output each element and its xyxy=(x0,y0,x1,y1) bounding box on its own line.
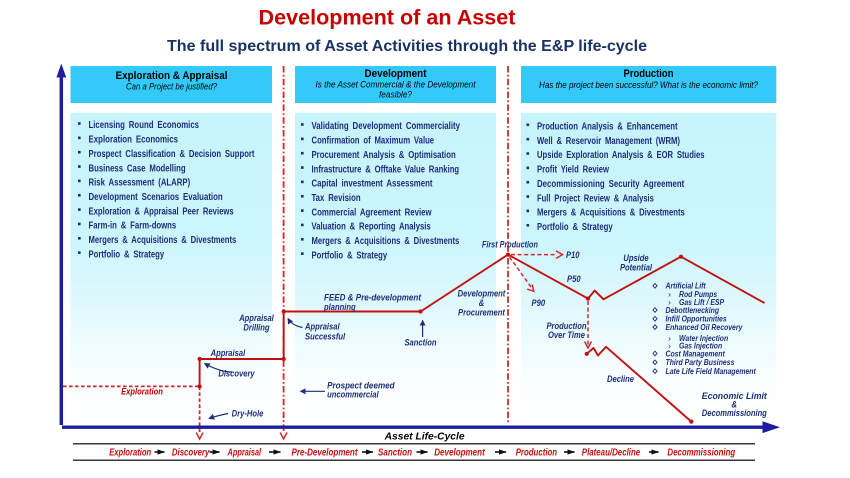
svg-text:Sanction: Sanction xyxy=(404,338,436,349)
svg-text:Licensing Round Economics: Licensing Round Economics xyxy=(89,120,200,131)
svg-text:Production Analysis & Enhancem: Production Analysis & Enhancement xyxy=(537,122,678,133)
svg-text:Mergers & Acquisitions & Dives: Mergers & Acquisitions & Divestments xyxy=(89,235,237,246)
svg-text:Potential: Potential xyxy=(620,263,652,274)
svg-text:Exploration Economics: Exploration Economics xyxy=(89,135,179,146)
svg-text:First Production: First Production xyxy=(482,240,538,251)
svg-text:Artificial Lift: Artificial Lift xyxy=(665,282,706,291)
svg-text:Appraisal: Appraisal xyxy=(227,447,261,458)
svg-text:Decommissioning: Decommissioning xyxy=(702,408,767,419)
svg-text:Appraisal: Appraisal xyxy=(238,313,274,324)
svg-text:Well & Reservoir Management (W: Well & Reservoir Management (WRM) xyxy=(537,136,680,147)
svg-text:Asset Life-Cycle: Asset Life-Cycle xyxy=(384,431,465,442)
svg-text:Procurement Analysis & Optimis: Procurement Analysis & Optimisation xyxy=(312,150,456,161)
svg-text:Confirmation of Maximum Value: Confirmation of Maximum Value xyxy=(312,136,435,147)
svg-text:Can a Project be justified?: Can a Project be justified? xyxy=(126,82,218,93)
svg-text:Commercial Agreement Review: Commercial Agreement Review xyxy=(312,207,432,218)
svg-text:feasible?: feasible? xyxy=(379,90,413,101)
svg-text:Debottlenecking: Debottlenecking xyxy=(666,306,720,315)
svg-text:Third Party Business: Third Party Business xyxy=(666,358,735,367)
svg-text:Plateau/Decline: Plateau/Decline xyxy=(582,447,641,458)
svg-text:›: › xyxy=(668,290,671,299)
svg-text:Development Scenarios Evaluati: Development Scenarios Evaluation xyxy=(89,192,223,203)
svg-text:Profit Yield Review: Profit Yield Review xyxy=(537,165,609,176)
svg-text:Decline: Decline xyxy=(607,374,635,385)
svg-text:Development: Development xyxy=(458,289,506,300)
svg-text:›: › xyxy=(668,334,671,343)
svg-text:›: › xyxy=(668,298,671,307)
svg-text:Gas Lift / ESP: Gas Lift / ESP xyxy=(679,298,725,307)
svg-text:planning: planning xyxy=(323,302,356,313)
svg-text:Validating Development Commerc: Validating Development Commerciality xyxy=(312,121,461,132)
svg-text:Dry-Hole: Dry-Hole xyxy=(232,409,264,420)
svg-text:Has the project been successfu: Has the project been successful? What is… xyxy=(539,80,759,91)
svg-text:Prospect Classification & Deci: Prospect Classification & Decision Suppo… xyxy=(89,149,256,160)
svg-text:Water Injection: Water Injection xyxy=(679,334,728,343)
svg-text:Capital investment Assessment: Capital investment Assessment xyxy=(312,179,434,190)
svg-text:Sanction: Sanction xyxy=(378,447,412,458)
svg-text:Successful: Successful xyxy=(305,331,345,342)
svg-text:Production: Production xyxy=(624,68,674,80)
svg-text:Valuation & Reporting Analysis: Valuation & Reporting Analysis xyxy=(312,222,432,233)
svg-text:Gas Injection: Gas Injection xyxy=(679,342,722,351)
svg-text:Mergers & Acquisitions & Dives: Mergers & Acquisitions & Divestments xyxy=(537,208,685,219)
svg-text:Risk Assessment (ALARP): Risk Assessment (ALARP) xyxy=(89,178,191,189)
svg-text:Exploration: Exploration xyxy=(109,447,151,458)
svg-text:Procurement: Procurement xyxy=(458,308,506,319)
svg-text:Tax Revision: Tax Revision xyxy=(312,193,361,204)
svg-text:Development: Development xyxy=(434,447,485,458)
svg-text:P50: P50 xyxy=(567,274,581,285)
svg-text:Farm-in & Farm-downs: Farm-in & Farm-downs xyxy=(89,221,177,232)
svg-text:Mergers & Acquisitions & Dives: Mergers & Acquisitions & Divestments xyxy=(312,236,460,247)
svg-text:Production: Production xyxy=(546,321,586,332)
svg-text:Upside: Upside xyxy=(623,253,649,264)
svg-text:Decommissioning Security Agree: Decommissioning Security Agreement xyxy=(537,179,685,190)
svg-text:Late Life Field Management: Late Life Field Management xyxy=(666,367,757,376)
svg-text:Prospect deemed: Prospect deemed xyxy=(327,380,395,391)
svg-text:Upside Exploration Analysis &: Upside Exploration Analysis & EOR Studie… xyxy=(537,150,705,161)
svg-text:Development of an Asset: Development of an Asset xyxy=(259,7,516,30)
svg-text:Over Time: Over Time xyxy=(548,330,586,341)
svg-text:The full spectrum of Asset Act: The full spectrum of Asset Activities th… xyxy=(167,38,647,55)
svg-text:Economic Limit: Economic Limit xyxy=(702,391,768,402)
svg-text:Rod Pumps: Rod Pumps xyxy=(679,290,718,299)
svg-text:P10: P10 xyxy=(566,250,580,261)
svg-text:Development: Development xyxy=(365,68,427,80)
svg-text:Production: Production xyxy=(516,447,557,458)
svg-text:Decommissioning: Decommissioning xyxy=(667,447,735,458)
svg-text:Infill Opportunities: Infill Opportunities xyxy=(666,315,728,324)
svg-text:FEED & Pre-development: FEED & Pre-development xyxy=(324,292,422,303)
svg-text:Exploration: Exploration xyxy=(121,387,163,398)
svg-text:Enhanced Oil Recovery: Enhanced Oil Recovery xyxy=(666,323,743,332)
svg-text:Appraisal: Appraisal xyxy=(210,348,246,359)
svg-text:&: & xyxy=(732,399,738,410)
svg-text:›: › xyxy=(668,342,671,351)
svg-text:Is the Asset Commercial & the: Is the Asset Commercial & the Developmen… xyxy=(316,80,476,91)
svg-text:Portfolio & Strategy: Portfolio & Strategy xyxy=(89,249,165,260)
svg-text:Discovery: Discovery xyxy=(218,369,255,380)
svg-text:uncommercial: uncommercial xyxy=(327,390,379,401)
svg-text:Exploration & Appraisal: Exploration & Appraisal xyxy=(116,70,228,82)
svg-text:Cost Management: Cost Management xyxy=(666,349,726,358)
svg-text:P90: P90 xyxy=(532,298,546,309)
svg-text:Pre-Development: Pre-Development xyxy=(292,447,359,458)
svg-text:Portfolio & Strategy: Portfolio & Strategy xyxy=(312,250,388,261)
svg-text:Full Project Review & Analysis: Full Project Review & Analysis xyxy=(537,193,654,204)
svg-text:Appraisal: Appraisal xyxy=(304,322,340,333)
svg-text:Exploration & Appraisal Peer R: Exploration & Appraisal Peer Reviews xyxy=(89,206,234,217)
svg-text:Portfolio & Strategy: Portfolio & Strategy xyxy=(537,222,613,233)
svg-text:Discovery: Discovery xyxy=(172,447,210,458)
svg-text:Infrastructure & Offtake Value: Infrastructure & Offtake Value Ranking xyxy=(312,164,460,175)
svg-text:Drilling: Drilling xyxy=(243,323,269,334)
svg-text:&: & xyxy=(479,298,485,309)
svg-text:Business Case Modelling: Business Case Modelling xyxy=(89,163,186,174)
